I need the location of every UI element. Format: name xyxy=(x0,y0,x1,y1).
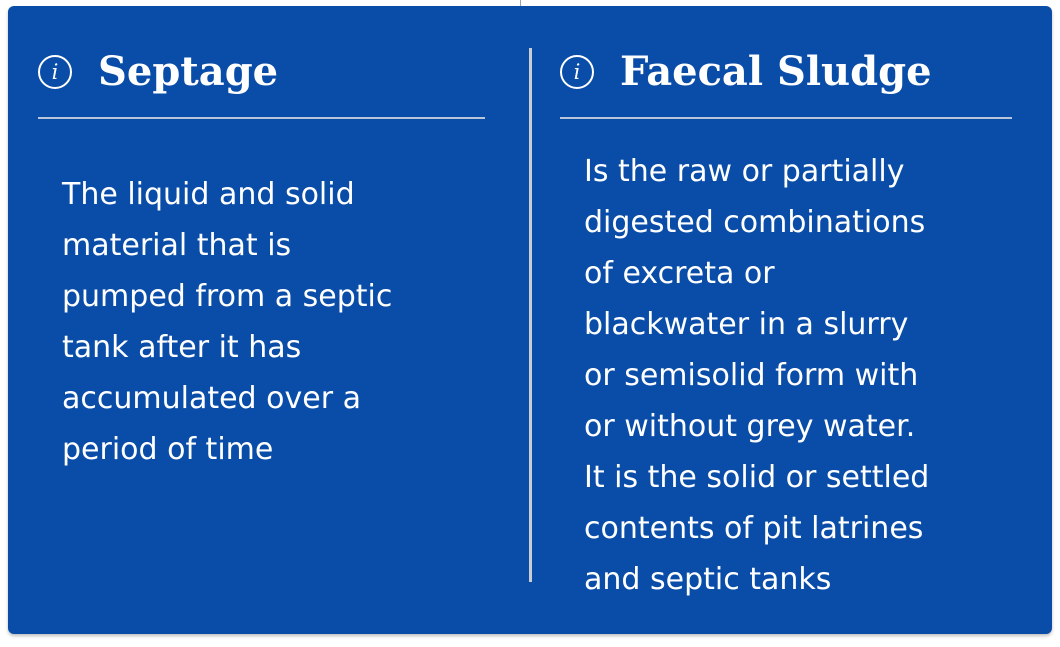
text-line: contents of pit latrines xyxy=(584,511,924,546)
septage-definition: The liquid and solid material that is pu… xyxy=(62,169,462,475)
info-icon: i xyxy=(38,55,72,89)
text-line: tank after it has xyxy=(62,330,302,365)
text-line: pumped from a septic xyxy=(62,279,393,314)
faecal-sludge-heading: i Faecal Sludge xyxy=(560,42,932,102)
faecal-sludge-definition: Is the raw or partially digested combina… xyxy=(584,146,984,605)
definitions-card: i Septage The liquid and solid material … xyxy=(8,6,1052,634)
info-icon: i xyxy=(560,55,594,89)
text-line: of excreta or xyxy=(584,256,775,291)
faecal-sludge-title: Faecal Sludge xyxy=(620,48,932,95)
text-line: Is the raw or partially xyxy=(584,154,905,189)
septage-title-rule xyxy=(38,117,485,119)
text-line: or semisolid form with xyxy=(584,358,919,393)
text-line: period of time xyxy=(62,432,274,467)
text-line: accumulated over a xyxy=(62,381,361,416)
text-line: digested combinations xyxy=(584,205,926,240)
column-divider xyxy=(529,48,532,582)
text-line: or without grey water. xyxy=(584,409,916,444)
text-line: It is the solid or settled xyxy=(584,460,930,495)
text-line: blackwater in a slurry xyxy=(584,307,909,342)
top-divider-tick xyxy=(520,0,521,6)
text-line: and septic tanks xyxy=(584,562,832,597)
text-line: material that is xyxy=(62,228,292,263)
faecal-sludge-title-rule xyxy=(560,117,1012,119)
septage-heading: i Septage xyxy=(38,42,278,102)
text-line: The liquid and solid xyxy=(62,177,355,212)
septage-title: Septage xyxy=(98,48,279,95)
